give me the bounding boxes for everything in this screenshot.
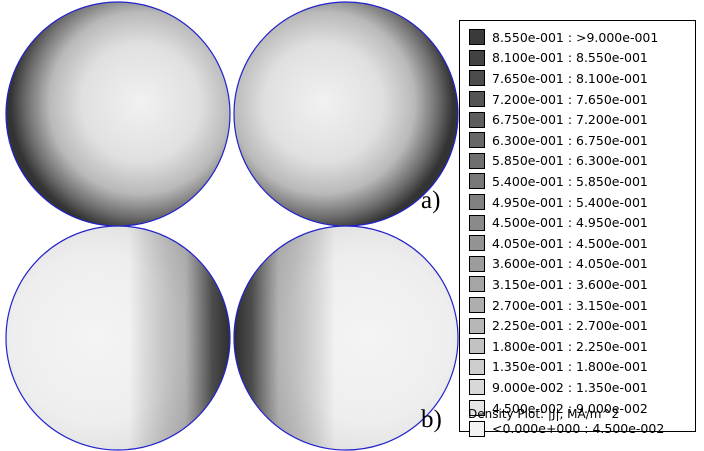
- legend-swatch: [469, 255, 485, 272]
- legend-range-label: 3.600e-001 : 4.050e-001: [492, 256, 648, 272]
- legend-swatch: [469, 111, 485, 128]
- panel-label-b: b): [421, 406, 442, 433]
- legend-row: 3.600e-001 : 4.050e-001: [469, 254, 648, 275]
- legend-range-label: 4.500e-001 : 4.950e-001: [492, 215, 648, 231]
- legend-row: 4.500e-001 : 4.950e-001: [469, 212, 648, 233]
- legend-range-label: 2.250e-001 : 2.700e-001: [492, 318, 648, 334]
- legend-swatch: [469, 379, 485, 396]
- color-legend: 8.550e-001 : >9.000e-001 8.100e-001 : 8.5…: [459, 20, 696, 437]
- legend-swatch: [469, 235, 485, 252]
- panel-b-conductors: [5, 225, 459, 451]
- legend-swatch: [469, 358, 485, 375]
- legend-row: 3.150e-001 : 3.600e-001: [469, 274, 648, 295]
- conductor-a-left: [5, 1, 231, 227]
- legend-range-label: 4.050e-001 : 4.500e-001: [492, 235, 648, 251]
- legend-row: 9.000e-002 : 1.350e-001: [469, 377, 648, 398]
- legend-row: 4.500e-002 : 9.000e-002: [469, 398, 648, 419]
- legend-range-label: 4.950e-001 : 5.400e-001: [492, 194, 648, 210]
- legend-caption: Density Plot: |J|, MA/m^2: [468, 407, 620, 421]
- legend-swatch: [469, 338, 485, 355]
- legend-swatch: [469, 214, 485, 231]
- legend-row: 5.850e-001 : 6.300e-001: [469, 151, 648, 172]
- legend-range-label: 5.850e-001 : 6.300e-001: [492, 153, 648, 169]
- conductor-b-right-edge-shading: [233, 225, 459, 451]
- legend-range-label: 1.800e-001 : 2.250e-001: [492, 338, 648, 354]
- legend-row: 2.250e-001 : 2.700e-001: [469, 315, 648, 336]
- legend-row: 5.400e-001 : 5.850e-001: [469, 171, 648, 192]
- legend-range-label: 8.550e-001 : >9.000e-001: [492, 29, 659, 45]
- legend-range-label: 6.300e-001 : 6.750e-001: [492, 132, 648, 148]
- legend-swatch: [469, 400, 485, 417]
- legend-swatch: [469, 317, 485, 334]
- legend-row: 6.300e-001 : 6.750e-001: [469, 130, 648, 151]
- legend-swatch: [469, 49, 485, 66]
- conductor-b-left-edge-shading: [5, 225, 231, 451]
- legend-swatch: [469, 70, 485, 87]
- legend-swatch: [469, 173, 485, 190]
- legend-row: 2.700e-001 : 3.150e-001: [469, 295, 648, 316]
- legend-range-label: 1.350e-001 : 1.800e-001: [492, 359, 648, 375]
- legend-range-label: 7.650e-001 : 8.100e-001: [492, 70, 648, 86]
- legend-range-label: 2.700e-001 : 3.150e-001: [492, 297, 648, 313]
- legend-swatch: [469, 297, 485, 314]
- legend-swatch: [469, 29, 485, 46]
- legend-row: 8.100e-001 : 8.550e-001: [469, 48, 648, 69]
- legend-swatch: [469, 420, 485, 437]
- legend-swatch: [469, 276, 485, 293]
- legend-swatch: [469, 194, 485, 211]
- legend-range-label: 7.200e-001 : 7.650e-001: [492, 91, 648, 107]
- panel-a-conductors: [5, 1, 459, 227]
- panel-label-a: a): [421, 187, 441, 214]
- legend-range-label: 6.750e-001 : 7.200e-001: [492, 112, 648, 128]
- legend-row: 4.950e-001 : 5.400e-001: [469, 192, 648, 213]
- legend-swatch: [469, 152, 485, 169]
- legend-row: <0.000e+000 : 4.500e-002: [469, 418, 664, 439]
- legend-range-label: 9.000e-002 : 1.350e-001: [492, 379, 648, 395]
- legend-row: 7.200e-001 : 7.650e-001: [469, 89, 648, 110]
- legend-range-label: 4.500e-002 : 9.000e-002: [492, 400, 648, 416]
- legend-swatch: [469, 91, 485, 108]
- legend-row: 4.050e-001 : 4.500e-001: [469, 233, 648, 254]
- legend-range-label: <0.000e+000 : 4.500e-002: [492, 421, 665, 437]
- legend-swatch: [469, 132, 485, 149]
- legend-row: 1.800e-001 : 2.250e-001: [469, 336, 648, 357]
- legend-row: 1.350e-001 : 1.800e-001: [469, 357, 648, 378]
- legend-range-label: 3.150e-001 : 3.600e-001: [492, 276, 648, 292]
- legend-row: 6.750e-001 : 7.200e-001: [469, 109, 648, 130]
- legend-row: 8.550e-001 : >9.000e-001: [469, 27, 658, 48]
- legend-range-label: 5.400e-001 : 5.850e-001: [492, 173, 648, 189]
- legend-range-label: 8.100e-001 : 8.550e-001: [492, 50, 648, 66]
- legend-row: 7.650e-001 : 8.100e-001: [469, 68, 648, 89]
